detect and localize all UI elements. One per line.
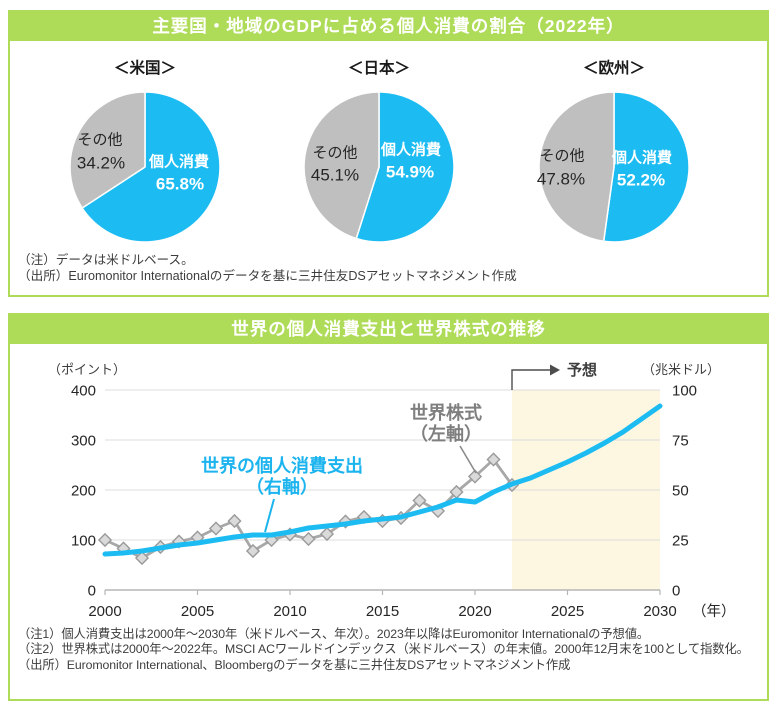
svg-text:2010: 2010 <box>273 603 306 620</box>
consumption-label: 個人消費 <box>611 149 673 167</box>
right-axis-unit: （兆米ドル） <box>642 362 720 377</box>
svg-text:100: 100 <box>672 383 697 400</box>
svg-text:2020: 2020 <box>458 603 491 620</box>
pie-region-title: ＜日本＞ <box>347 60 410 77</box>
consumption-pct: 52.2% <box>616 170 666 190</box>
pie-chart-europe: その他 47.8% 個人消費 52.2% <box>536 92 689 242</box>
consumption-series-label: 世界の個人消費支出 <box>201 455 363 476</box>
other-pct: 47.8% <box>536 169 586 189</box>
consumption-label: 個人消費 <box>148 153 210 171</box>
consumption-pct: 54.9% <box>385 162 435 182</box>
stock-series-label-axis: （左軸） <box>410 423 482 444</box>
consumption-stock-trend-panel: 世界の個人消費支出と世界株式の推移 0 0 100 25 200 50 300 75 400 10… <box>8 313 769 701</box>
svg-text:2005: 2005 <box>181 603 214 620</box>
svg-text:2025: 2025 <box>551 603 584 620</box>
note1-line: （注1）個人消費支出は2000年～2030年（米ドルベース、年次）。2023年以… <box>18 627 650 641</box>
consumption-series-label-axis: （右軸） <box>246 476 318 497</box>
series-layer <box>97 403 663 566</box>
pie-region-title: ＜米国＞ <box>113 60 176 77</box>
svg-text:100: 100 <box>71 533 96 550</box>
gdp-consumption-share-panel: 主要国・地域のGDPに占める個人消費の割合（2022年） ＜米国＞ その他 34… <box>8 10 769 297</box>
svg-text:200: 200 <box>71 483 96 500</box>
other-pct: 45.1% <box>310 165 360 185</box>
stock-series-label: 世界株式 <box>410 402 482 423</box>
svg-text:2015: 2015 <box>366 603 399 620</box>
pie-europe-icon <box>539 92 689 242</box>
panel2-title: 世界の個人消費支出と世界株式の推移 <box>10 315 767 344</box>
svg-text:0: 0 <box>88 583 96 600</box>
consumption-leader-line <box>264 498 275 533</box>
other-pct: 34.2% <box>76 153 126 173</box>
forecast-arrowhead-icon <box>550 364 560 376</box>
pie-usa-icon <box>70 92 220 242</box>
svg-text:75: 75 <box>672 433 689 450</box>
forecast-label: 予想 <box>567 361 597 379</box>
panel1-title: 主要国・地域のGDPに占める個人消費の割合（2022年） <box>10 12 767 41</box>
trend-chart: 0 0 100 25 200 50 300 75 400 100 2000 2005 2010 2015 2… <box>48 361 736 621</box>
other-label: その他 <box>312 144 358 162</box>
pie-chart-usa: その他 34.2% 個人消費 65.8% <box>70 92 220 242</box>
pie-region-title: ＜欧州＞ <box>582 60 645 77</box>
other-label: その他 <box>539 147 585 165</box>
consumption-label: 個人消費 <box>380 141 442 159</box>
consumption-pct: 65.8% <box>155 174 205 194</box>
svg-text:0: 0 <box>672 583 680 600</box>
pie-group-usa: ＜米国＞ その他 34.2% 個人消費 65.8% <box>50 56 240 242</box>
pie-group-japan: ＜日本＞ その他 45.1% 個人消費 54.9% <box>284 56 474 242</box>
x-axis-unit: （年） <box>692 603 736 620</box>
svg-text:2030: 2030 <box>643 603 676 620</box>
forecast-arrow-icon <box>511 369 550 390</box>
grid-layer: 0 0 100 25 200 50 300 75 400 100 2000 2005 2010 2015 2… <box>71 383 697 621</box>
svg-text:50: 50 <box>672 483 689 500</box>
stock-leader-line <box>459 445 477 474</box>
note2-line: （注2）世界株式は2000年～2022年。MSCI ACワールドインデックス（米… <box>18 642 749 657</box>
pie-chart-japan: その他 45.1% 個人消費 54.9% <box>304 92 454 242</box>
svg-text:300: 300 <box>71 433 96 450</box>
svg-text:400: 400 <box>71 383 96 400</box>
pie-group-europe: ＜欧州＞ その他 47.8% 個人消費 52.2% <box>519 56 709 242</box>
source-line: （出所）Euromonitor Internationalのデータを基に三井住友… <box>18 269 517 283</box>
panel1-notes: （注）データは米ドルベース。 （出所）Euromonitor Internati… <box>18 252 761 284</box>
svg-text:2000: 2000 <box>88 603 121 620</box>
left-axis-unit: （ポイント） <box>48 362 126 377</box>
other-label: その他 <box>77 131 123 149</box>
source-line: （出所）Euromonitor International、Bloombergの… <box>18 657 571 672</box>
panel2-notes: （注1）個人消費支出は2000年～2030年（米ドルベース、年次）。2023年以… <box>18 627 761 673</box>
annotation-layer: （ポイント） （兆米ドル） 予想 世界株式 （左軸） 世界の個人消費支出 （右軸… <box>48 361 736 620</box>
note-line: （注）データは米ドルベース。 <box>18 253 194 267</box>
svg-text:25: 25 <box>672 533 689 550</box>
pie-japan-icon <box>304 92 454 242</box>
